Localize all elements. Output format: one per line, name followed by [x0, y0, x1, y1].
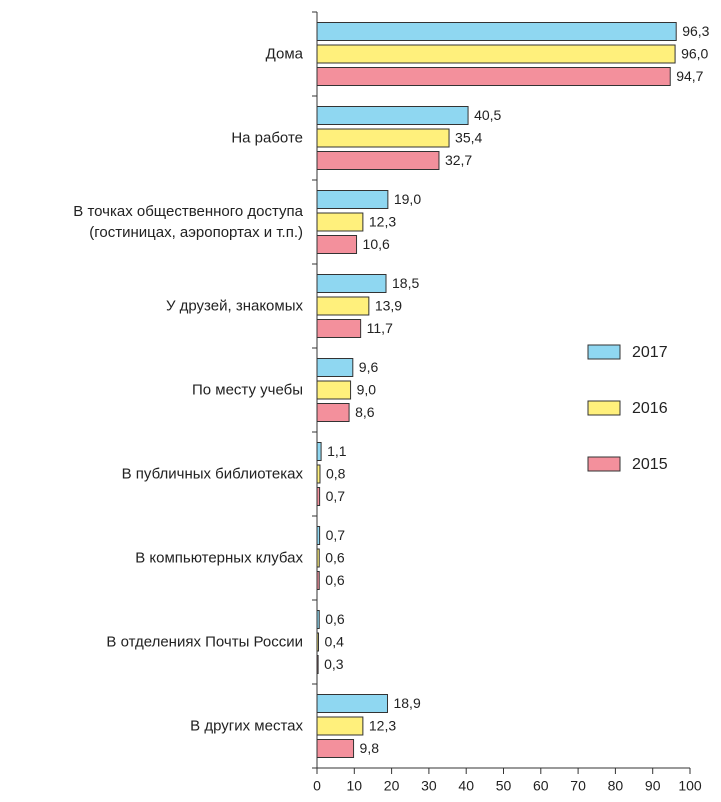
bar [316, 151, 440, 170]
bar [316, 610, 320, 629]
value-label: 10,6 [363, 236, 390, 252]
value-label: 8,6 [355, 404, 375, 420]
bar [316, 128, 450, 148]
value-label: 96,0 [681, 46, 708, 62]
x-tick-label: 10 [347, 778, 363, 794]
value-label: 35,4 [455, 130, 482, 146]
value-label: 0,6 [325, 611, 345, 627]
value-label: 1,1 [327, 443, 347, 459]
value-label: 9,8 [360, 740, 380, 756]
bar [316, 296, 370, 316]
x-tick-label: 100 [678, 778, 702, 794]
category-label: В публичных библиотеках [121, 465, 303, 483]
bar [316, 212, 364, 232]
value-label: 12,3 [369, 214, 396, 230]
bar [316, 67, 671, 86]
bar [316, 358, 354, 377]
bar [316, 44, 676, 64]
bar [316, 526, 321, 545]
value-label: 0,6 [325, 550, 345, 566]
bar [316, 632, 319, 652]
bar [316, 571, 320, 590]
legend-swatch [587, 344, 621, 360]
bar [316, 739, 355, 758]
category-label: В других местах [190, 717, 303, 735]
bar [316, 319, 362, 338]
category-label: В точках общественного доступа (гостиниц… [73, 203, 303, 241]
legend-swatch [587, 400, 621, 416]
x-tick-label: 80 [608, 778, 624, 794]
bar [316, 190, 389, 209]
value-label: 32,7 [445, 152, 472, 168]
x-tick-label: 70 [570, 778, 586, 794]
category-label: У друзей, знакомых [165, 297, 303, 315]
category-label: Дома [265, 45, 303, 63]
value-label: 96,3 [682, 23, 709, 39]
x-tick-label: 40 [458, 778, 474, 794]
bar [316, 464, 321, 484]
bar [316, 548, 320, 568]
bar [316, 487, 321, 506]
x-tick-label: 0 [313, 778, 321, 794]
value-label: 0,7 [326, 527, 346, 543]
value-label: 0,7 [326, 488, 346, 504]
value-label: 18,9 [393, 695, 420, 711]
bar [316, 274, 387, 293]
bar [316, 442, 322, 461]
category-label: В отделениях Почты России [106, 633, 303, 651]
value-label: 40,5 [474, 107, 501, 123]
bar [316, 235, 358, 254]
value-label: 0,4 [324, 634, 344, 650]
bar [316, 380, 352, 400]
category-label: На работе [231, 129, 303, 147]
category-label: По месту учебы [191, 381, 303, 399]
bar [316, 22, 677, 41]
category-label: В компьютерных клубах [135, 549, 303, 567]
value-label: 18,5 [392, 275, 419, 291]
legend-label: 2016 [632, 400, 668, 417]
value-label: 94,7 [676, 68, 703, 84]
x-tick-label: 60 [533, 778, 549, 794]
bar [316, 694, 388, 713]
value-label: 12,3 [369, 718, 396, 734]
value-label: 13,9 [375, 298, 402, 314]
value-label: 0,3 [324, 656, 344, 672]
x-tick-label: 20 [384, 778, 400, 794]
bar [316, 655, 319, 674]
bar [316, 716, 364, 736]
value-label: 0,6 [325, 572, 345, 588]
legend-label: 2015 [632, 456, 668, 473]
value-label: 0,8 [326, 466, 346, 482]
x-tick-label: 90 [645, 778, 661, 794]
bar [316, 403, 350, 422]
value-label: 9,6 [359, 359, 379, 375]
x-tick-label: 50 [496, 778, 512, 794]
value-label: 19,0 [394, 191, 421, 207]
legend-label: 2017 [632, 344, 668, 361]
value-label: 11,7 [367, 320, 393, 336]
bar [316, 106, 469, 125]
legend-swatch [587, 456, 621, 472]
x-tick-label: 30 [421, 778, 437, 794]
value-label: 9,0 [357, 382, 377, 398]
